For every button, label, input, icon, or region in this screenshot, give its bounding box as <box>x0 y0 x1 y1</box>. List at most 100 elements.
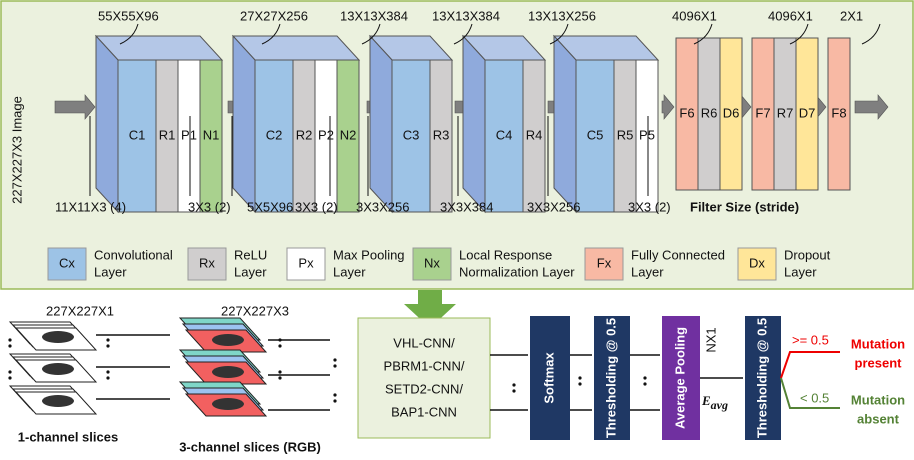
threshold-label: Thresholding @ 0.5 <box>754 318 769 438</box>
layer-label: F6 <box>679 105 694 120</box>
layer-label: N1 <box>203 127 220 142</box>
layer-label: R6 <box>701 105 718 120</box>
legend-label: Layer <box>94 264 127 279</box>
model-name: VHL-CNN/ <box>393 335 455 350</box>
layer-label: F8 <box>831 105 846 120</box>
block-side <box>554 36 576 212</box>
dots <box>333 399 336 402</box>
pooling-label: Average Pooling <box>672 327 687 429</box>
dots <box>278 344 281 347</box>
slice-blob <box>212 398 244 410</box>
model-name: PBRM1-CNN/ <box>384 358 465 373</box>
legend-label: Fully Connected <box>631 247 725 262</box>
layer-label: C4 <box>496 127 513 142</box>
dots <box>512 389 515 392</box>
high-rule: >= 0.5 <box>792 332 829 347</box>
filter-label: 5X5X96 <box>247 199 293 214</box>
dimension-label: 4096X1 <box>672 8 717 23</box>
legend-code: Fx <box>597 255 612 270</box>
diagram: 227X227X3 Image Filter Size (stride) Sof… <box>0 0 914 460</box>
dimension-label: 13X13X384 <box>432 8 500 23</box>
dots <box>8 344 11 347</box>
dots <box>643 382 646 385</box>
dots <box>643 376 646 379</box>
layer-label: P5 <box>639 127 655 142</box>
dots <box>512 383 515 386</box>
input-size: 227X227X1 <box>46 303 114 318</box>
layer-label: C3 <box>403 127 420 142</box>
block-side <box>370 36 392 212</box>
dots <box>8 376 11 379</box>
block-side <box>233 36 255 212</box>
layer-label: R2 <box>296 127 313 142</box>
dots <box>278 376 281 379</box>
slice-blob <box>42 331 74 343</box>
legend-code: Rx <box>199 255 215 270</box>
high-result: Mutation <box>851 336 905 351</box>
filter-label: 11X11X3 (4) <box>55 199 126 214</box>
rgb-caption: 3-channel slices (RGB) <box>179 439 321 454</box>
softmax-label: Softmax <box>541 352 556 404</box>
input-caption: 1-channel slices <box>18 429 118 444</box>
legend-label: Layer <box>234 264 267 279</box>
dots <box>578 376 581 379</box>
legend-code: Px <box>298 255 314 270</box>
dimension-label: 13X13X256 <box>528 8 596 23</box>
dimension-label: 55X55X96 <box>98 8 159 23</box>
dots <box>278 370 281 373</box>
legend-label: Layer <box>784 264 817 279</box>
layer-label: C1 <box>129 127 146 142</box>
layer-label: R5 <box>617 127 634 142</box>
layer-label: D7 <box>799 105 816 120</box>
filter-label: 3X3 (2) <box>295 199 338 214</box>
low-result: absent <box>857 411 900 426</box>
dimension-label: 2X1 <box>840 8 863 23</box>
layer-label: N2 <box>340 127 357 142</box>
dots <box>106 370 109 373</box>
slice-blob <box>212 366 244 378</box>
filter-label: 3X3X256 <box>527 199 581 214</box>
pooled-size: NX1 <box>703 327 718 352</box>
threshold-label: Thresholding @ 0.5 <box>603 318 618 438</box>
result-arrow <box>781 352 840 378</box>
e-sub: avg <box>711 398 728 412</box>
legend-label: Dropout <box>784 247 831 262</box>
slice-blob <box>212 334 244 346</box>
e-main: E <box>701 393 711 408</box>
dimension-label: 13X13X384 <box>340 8 408 23</box>
dots <box>8 370 11 373</box>
legend-label: Convolutional <box>94 247 173 262</box>
layer-label: R7 <box>777 105 794 120</box>
block-side <box>463 36 485 212</box>
input-label: 227X227X3 Image <box>9 96 24 204</box>
layer-label: R1 <box>159 127 176 142</box>
dots <box>333 358 336 361</box>
legend-label: Normalization Layer <box>459 264 575 279</box>
rgb-size: 227X227X3 <box>221 303 289 318</box>
filter-label: 3X3 (2) <box>628 199 671 214</box>
layer-label: C2 <box>266 127 283 142</box>
layer-label: P2 <box>318 127 334 142</box>
slice-blob <box>42 395 74 407</box>
slice-blob <box>42 363 74 375</box>
model-name: SETD2-CNN/ <box>385 381 463 396</box>
dots <box>333 393 336 396</box>
filter-label: 3X3X384 <box>440 199 494 214</box>
layer-label: R4 <box>526 127 543 142</box>
legend-code: Dx <box>749 255 765 270</box>
block-side <box>96 36 118 212</box>
layer-label: C5 <box>587 127 604 142</box>
legend-code: Nx <box>424 255 440 270</box>
legend-label: Local Response <box>459 247 552 262</box>
dots <box>8 338 11 341</box>
dots <box>578 382 581 385</box>
dots <box>106 344 109 347</box>
filter-label: 3X3X256 <box>356 199 410 214</box>
low-result: Mutation <box>851 392 905 407</box>
e-avg: Eavg <box>701 393 728 412</box>
filter-label: 3X3 (2) <box>188 199 231 214</box>
layer-label: R3 <box>433 127 450 142</box>
dots <box>333 364 336 367</box>
legend-code: Cx <box>59 255 75 270</box>
dimension-label: 27X27X256 <box>240 8 308 23</box>
